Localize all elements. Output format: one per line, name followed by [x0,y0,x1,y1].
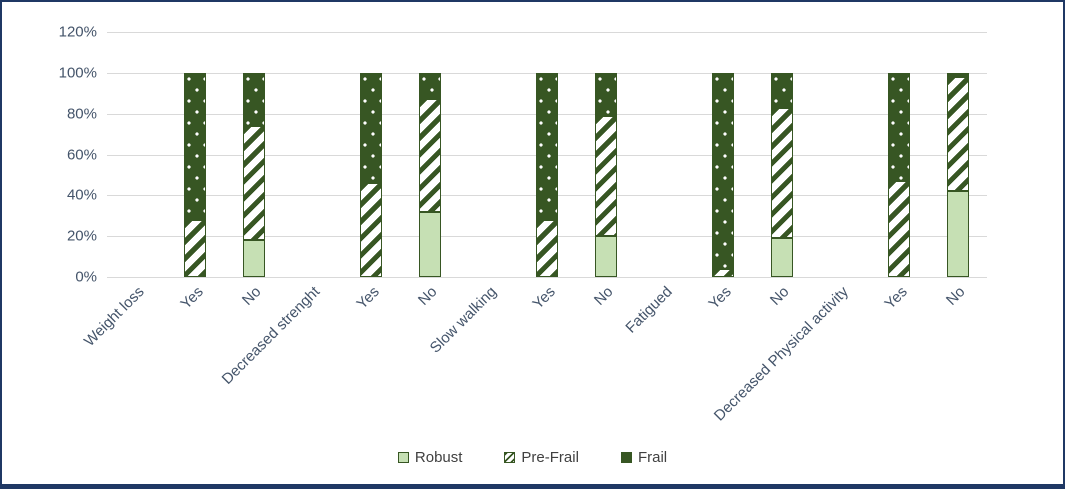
bar-segment-robust [770,238,793,277]
bar-segment-robust [946,191,969,277]
bar-segment-prefrail [418,99,441,212]
bar-segment-frail [594,72,617,116]
x-axis-label: Yes [176,283,207,313]
y-axis-tick-label: 20% [66,227,97,245]
x-axis-label: No [239,283,265,309]
x-axis-label: Decreased strenght [219,283,324,388]
legend-item-frail: Frail [620,449,668,466]
bar-segment-frail [242,72,265,126]
bar-segment-frail [946,72,969,77]
bar-segment-frail [184,72,206,220]
bar-segment-prefrail [594,115,617,237]
legend-item-robust: Robust [397,449,463,466]
x-axis-label: Yes [704,283,735,313]
y-axis-tick-label: 100% [58,64,97,82]
x-axis-label: Yes [352,283,383,313]
legend-swatch-prefrail-icon [504,452,516,463]
bar-segment-frail [418,72,441,100]
y-axis-tick-label: 0% [75,268,97,286]
legend-swatch-frail-icon [620,452,632,463]
x-axis-label: Fatigued [622,283,676,337]
bar-segment-prefrail [536,219,558,277]
bar-segment-prefrail [770,107,793,239]
bar-segment-robust [594,236,617,277]
bar-segment-prefrail [946,76,969,192]
bar-segment-prefrail [242,125,265,241]
x-axis-label: No [415,283,441,309]
legend-label-frail: Frail [637,449,668,466]
y-axis-tick-label: 40% [66,186,97,204]
x-axis-label: No [591,283,617,309]
legend-item-prefrail: Pre-Frail [504,449,579,466]
bar-segment-frail [360,72,382,184]
legend-swatch-robust-icon [397,452,409,463]
y-axis-tick-label: 120% [58,23,97,41]
bar-segment-prefrail [712,268,734,277]
gridline [107,32,987,33]
bar-segment-frail [536,72,558,220]
bar-segment-frail [712,72,734,269]
bar-segment-frail [888,72,910,182]
legend: Robust Pre-Frail Frail [2,449,1063,466]
y-axis-tick-label: 80% [66,105,97,123]
x-axis-label: Weight loss [80,283,148,350]
bar-segment-robust [418,211,441,277]
y-axis-tick-label: 60% [66,146,97,163]
bar-segment-prefrail [184,219,206,277]
plot-area: 0% 20% 40% 60% 80% 100% 120% Weight loss Yes No De… [59,25,987,424]
x-axis-label: No [943,283,969,309]
bar-segment-prefrail [360,183,382,277]
bar-segment-prefrail [888,181,910,277]
bar-segment-frail [770,72,793,108]
bar-segment-robust [242,240,265,277]
x-axis-label: No [767,283,793,309]
legend-label-robust: Robust [414,449,463,466]
x-axis-label: Yes [528,283,559,313]
gridline [107,277,987,278]
legend-label-prefrail: Pre-Frail [521,449,579,466]
x-axis-label: Yes [880,283,911,313]
